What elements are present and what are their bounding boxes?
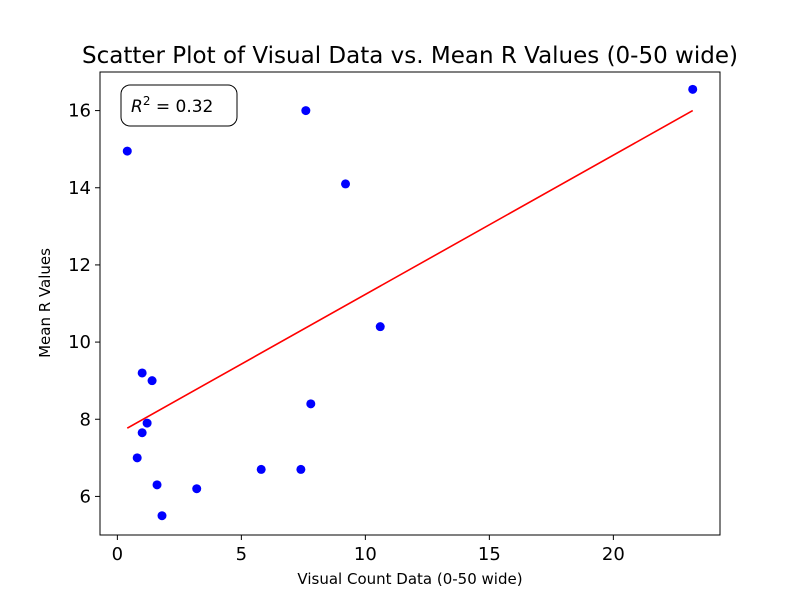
scatter-point: [192, 484, 202, 494]
scatter-point: [341, 179, 351, 189]
y-tick-label: 12: [68, 255, 91, 276]
scatter-point: [688, 84, 698, 94]
scatter-point: [296, 464, 306, 474]
scatter-point: [142, 418, 152, 428]
y-axis-ticks: 6 8 10 12 14 16: [68, 101, 100, 507]
x-tick-label: 10: [354, 544, 377, 565]
y-tick-label: 8: [80, 409, 91, 430]
annotation-value: = 0.32: [150, 97, 213, 117]
annotation-box: [120, 84, 238, 127]
chart-title: Scatter Plot of Visual Data vs. Mean R V…: [82, 43, 738, 69]
x-tick-label: 20: [602, 544, 625, 565]
scatter-point: [122, 146, 132, 156]
y-tick-label: 10: [68, 332, 91, 353]
scatter-points: [122, 84, 698, 521]
scatter-point: [306, 399, 316, 409]
x-tick-label: 0: [112, 544, 123, 565]
r-squared-annotation: R2 = 0.32: [120, 84, 238, 127]
scatter-point: [256, 464, 266, 474]
y-tick-label: 14: [68, 178, 91, 199]
y-tick-label: 16: [68, 101, 91, 122]
regression-line: [126, 109, 694, 429]
scatter-point: [152, 480, 162, 490]
scatter-point: [375, 322, 385, 332]
x-axis-ticks: 0 5 10 15 20: [112, 535, 625, 565]
y-axis-label: Mean R Values: [36, 248, 54, 358]
annotation-label-superscript: 2: [143, 94, 151, 108]
scatter-point: [132, 453, 142, 463]
scatter-point: [301, 106, 311, 116]
x-axis-label: Visual Count Data (0-50 wide): [297, 570, 522, 588]
scatter-point: [157, 511, 167, 521]
annotation-text: R2 = 0.32: [131, 94, 213, 117]
annotation-label-base: R: [131, 97, 143, 117]
plot-area-frame: [99, 71, 721, 536]
scatter-point: [137, 368, 147, 378]
scatter-point: [147, 376, 157, 386]
x-tick-label: 5: [236, 544, 247, 565]
y-tick-label: 6: [80, 486, 91, 507]
x-tick-label: 15: [478, 544, 501, 565]
scatter-point: [137, 428, 147, 438]
